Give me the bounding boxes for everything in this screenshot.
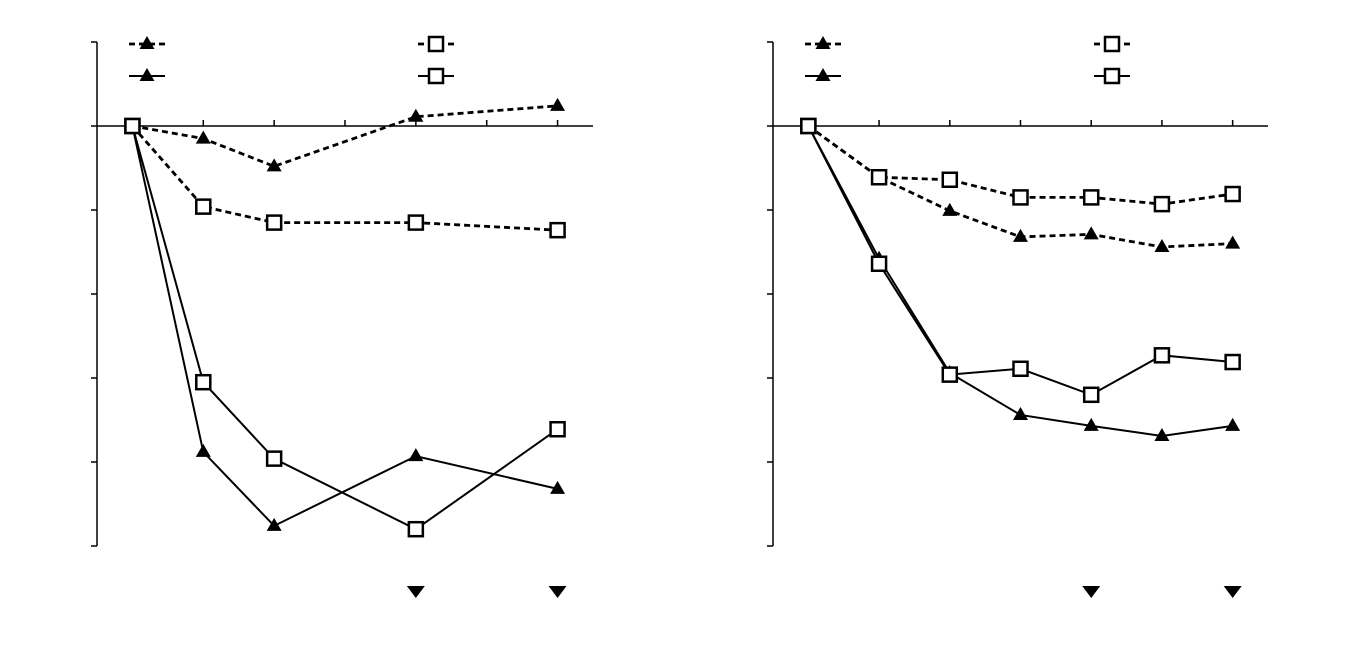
square-marker	[195, 198, 212, 215]
triangle-marker	[139, 68, 155, 81]
dashed-line	[131, 125, 558, 232]
square-marker	[870, 168, 888, 186]
triangle-marker	[195, 443, 211, 457]
solid-line	[131, 125, 558, 528]
square-marker	[427, 67, 445, 85]
square-marker	[870, 255, 888, 273]
square-marker	[1082, 189, 1100, 206]
square-marker	[195, 373, 212, 391]
triangle-marker	[1154, 427, 1170, 441]
square-marker	[941, 171, 959, 189]
square-marker	[1224, 353, 1241, 371]
square-marker	[1224, 185, 1241, 203]
square-marker	[1082, 386, 1100, 404]
triangle-marker	[266, 517, 282, 531]
square-marker	[427, 35, 445, 53]
triangle-marker	[1225, 235, 1241, 249]
square-marker	[1012, 189, 1029, 206]
triangle-marker	[408, 108, 424, 122]
triangle-marker	[1013, 406, 1028, 420]
dashed-line	[807, 124, 1233, 249]
triangle-marker	[1013, 228, 1028, 242]
triangle-marker	[1154, 238, 1170, 252]
significance-marker	[1223, 586, 1242, 598]
square-marker	[549, 221, 566, 239]
triangle-marker	[139, 36, 155, 49]
significance-marker	[548, 586, 567, 598]
triangle-marker	[815, 68, 831, 81]
triangle-marker	[1225, 417, 1241, 431]
triangle-marker	[550, 480, 566, 494]
square-marker	[1012, 360, 1029, 378]
square-marker	[265, 450, 283, 467]
solid-line	[131, 125, 559, 531]
square-marker	[124, 117, 141, 135]
square-marker	[941, 366, 959, 383]
square-marker	[407, 214, 425, 231]
square-marker	[265, 214, 283, 231]
triangle-marker	[550, 97, 566, 111]
square-marker	[1153, 347, 1171, 364]
square-marker	[407, 520, 425, 538]
triangle-marker	[1083, 226, 1099, 240]
square-marker	[1103, 67, 1121, 85]
square-marker	[1103, 35, 1121, 53]
triangle-marker	[195, 130, 211, 144]
triangle-marker	[1083, 417, 1099, 431]
square-marker	[1153, 195, 1171, 213]
significance-marker	[406, 586, 425, 598]
triangle-marker	[815, 36, 831, 49]
triangle-marker	[408, 448, 424, 462]
dashed-line	[132, 104, 558, 168]
square-marker	[549, 420, 566, 438]
significance-marker	[1082, 586, 1101, 598]
triangle-marker	[266, 158, 282, 172]
triangle-marker	[942, 202, 958, 216]
square-marker	[800, 117, 817, 135]
